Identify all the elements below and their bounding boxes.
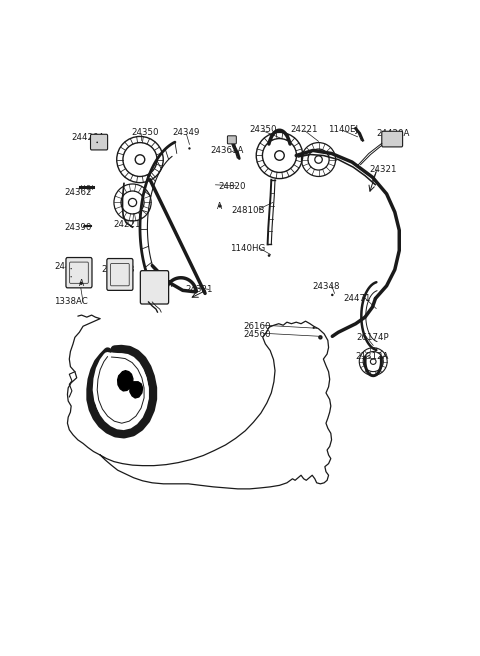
Text: 24010A: 24010A xyxy=(139,280,173,289)
Polygon shape xyxy=(130,382,143,398)
FancyBboxPatch shape xyxy=(107,258,133,291)
Text: 24221: 24221 xyxy=(113,220,141,229)
Text: 24420A: 24420A xyxy=(71,133,105,142)
Text: 24410B: 24410B xyxy=(101,265,134,274)
Text: 24820: 24820 xyxy=(218,182,246,192)
Text: A: A xyxy=(79,279,84,288)
Text: 26174P: 26174P xyxy=(356,333,389,342)
Text: 1140EJ: 1140EJ xyxy=(328,125,358,134)
FancyBboxPatch shape xyxy=(228,136,236,144)
FancyBboxPatch shape xyxy=(66,258,92,288)
Text: 24420A: 24420A xyxy=(376,129,409,138)
Text: 24361A: 24361A xyxy=(211,146,244,155)
Text: 24349: 24349 xyxy=(173,129,200,137)
Text: A: A xyxy=(217,201,223,211)
Text: 24471: 24471 xyxy=(344,294,372,303)
Text: 24410B: 24410B xyxy=(54,262,88,271)
Text: 24348: 24348 xyxy=(312,282,340,291)
Text: 24321: 24321 xyxy=(369,165,396,174)
Text: 24350: 24350 xyxy=(249,125,276,134)
FancyBboxPatch shape xyxy=(91,134,108,150)
Text: 24810B: 24810B xyxy=(231,205,264,215)
Text: 21312A: 21312A xyxy=(356,352,389,361)
Text: 24350: 24350 xyxy=(132,129,159,137)
Text: 24390: 24390 xyxy=(64,223,92,232)
Text: 24221: 24221 xyxy=(290,125,317,134)
Text: 26160: 26160 xyxy=(243,321,271,331)
FancyBboxPatch shape xyxy=(382,131,403,147)
Text: 24321: 24321 xyxy=(186,285,213,294)
Polygon shape xyxy=(118,371,133,391)
FancyBboxPatch shape xyxy=(140,271,168,304)
Text: 24560: 24560 xyxy=(243,330,271,338)
Text: 1338AC: 1338AC xyxy=(54,297,88,306)
Text: 24362: 24362 xyxy=(64,188,92,197)
Text: 1140HG: 1140HG xyxy=(230,245,265,253)
